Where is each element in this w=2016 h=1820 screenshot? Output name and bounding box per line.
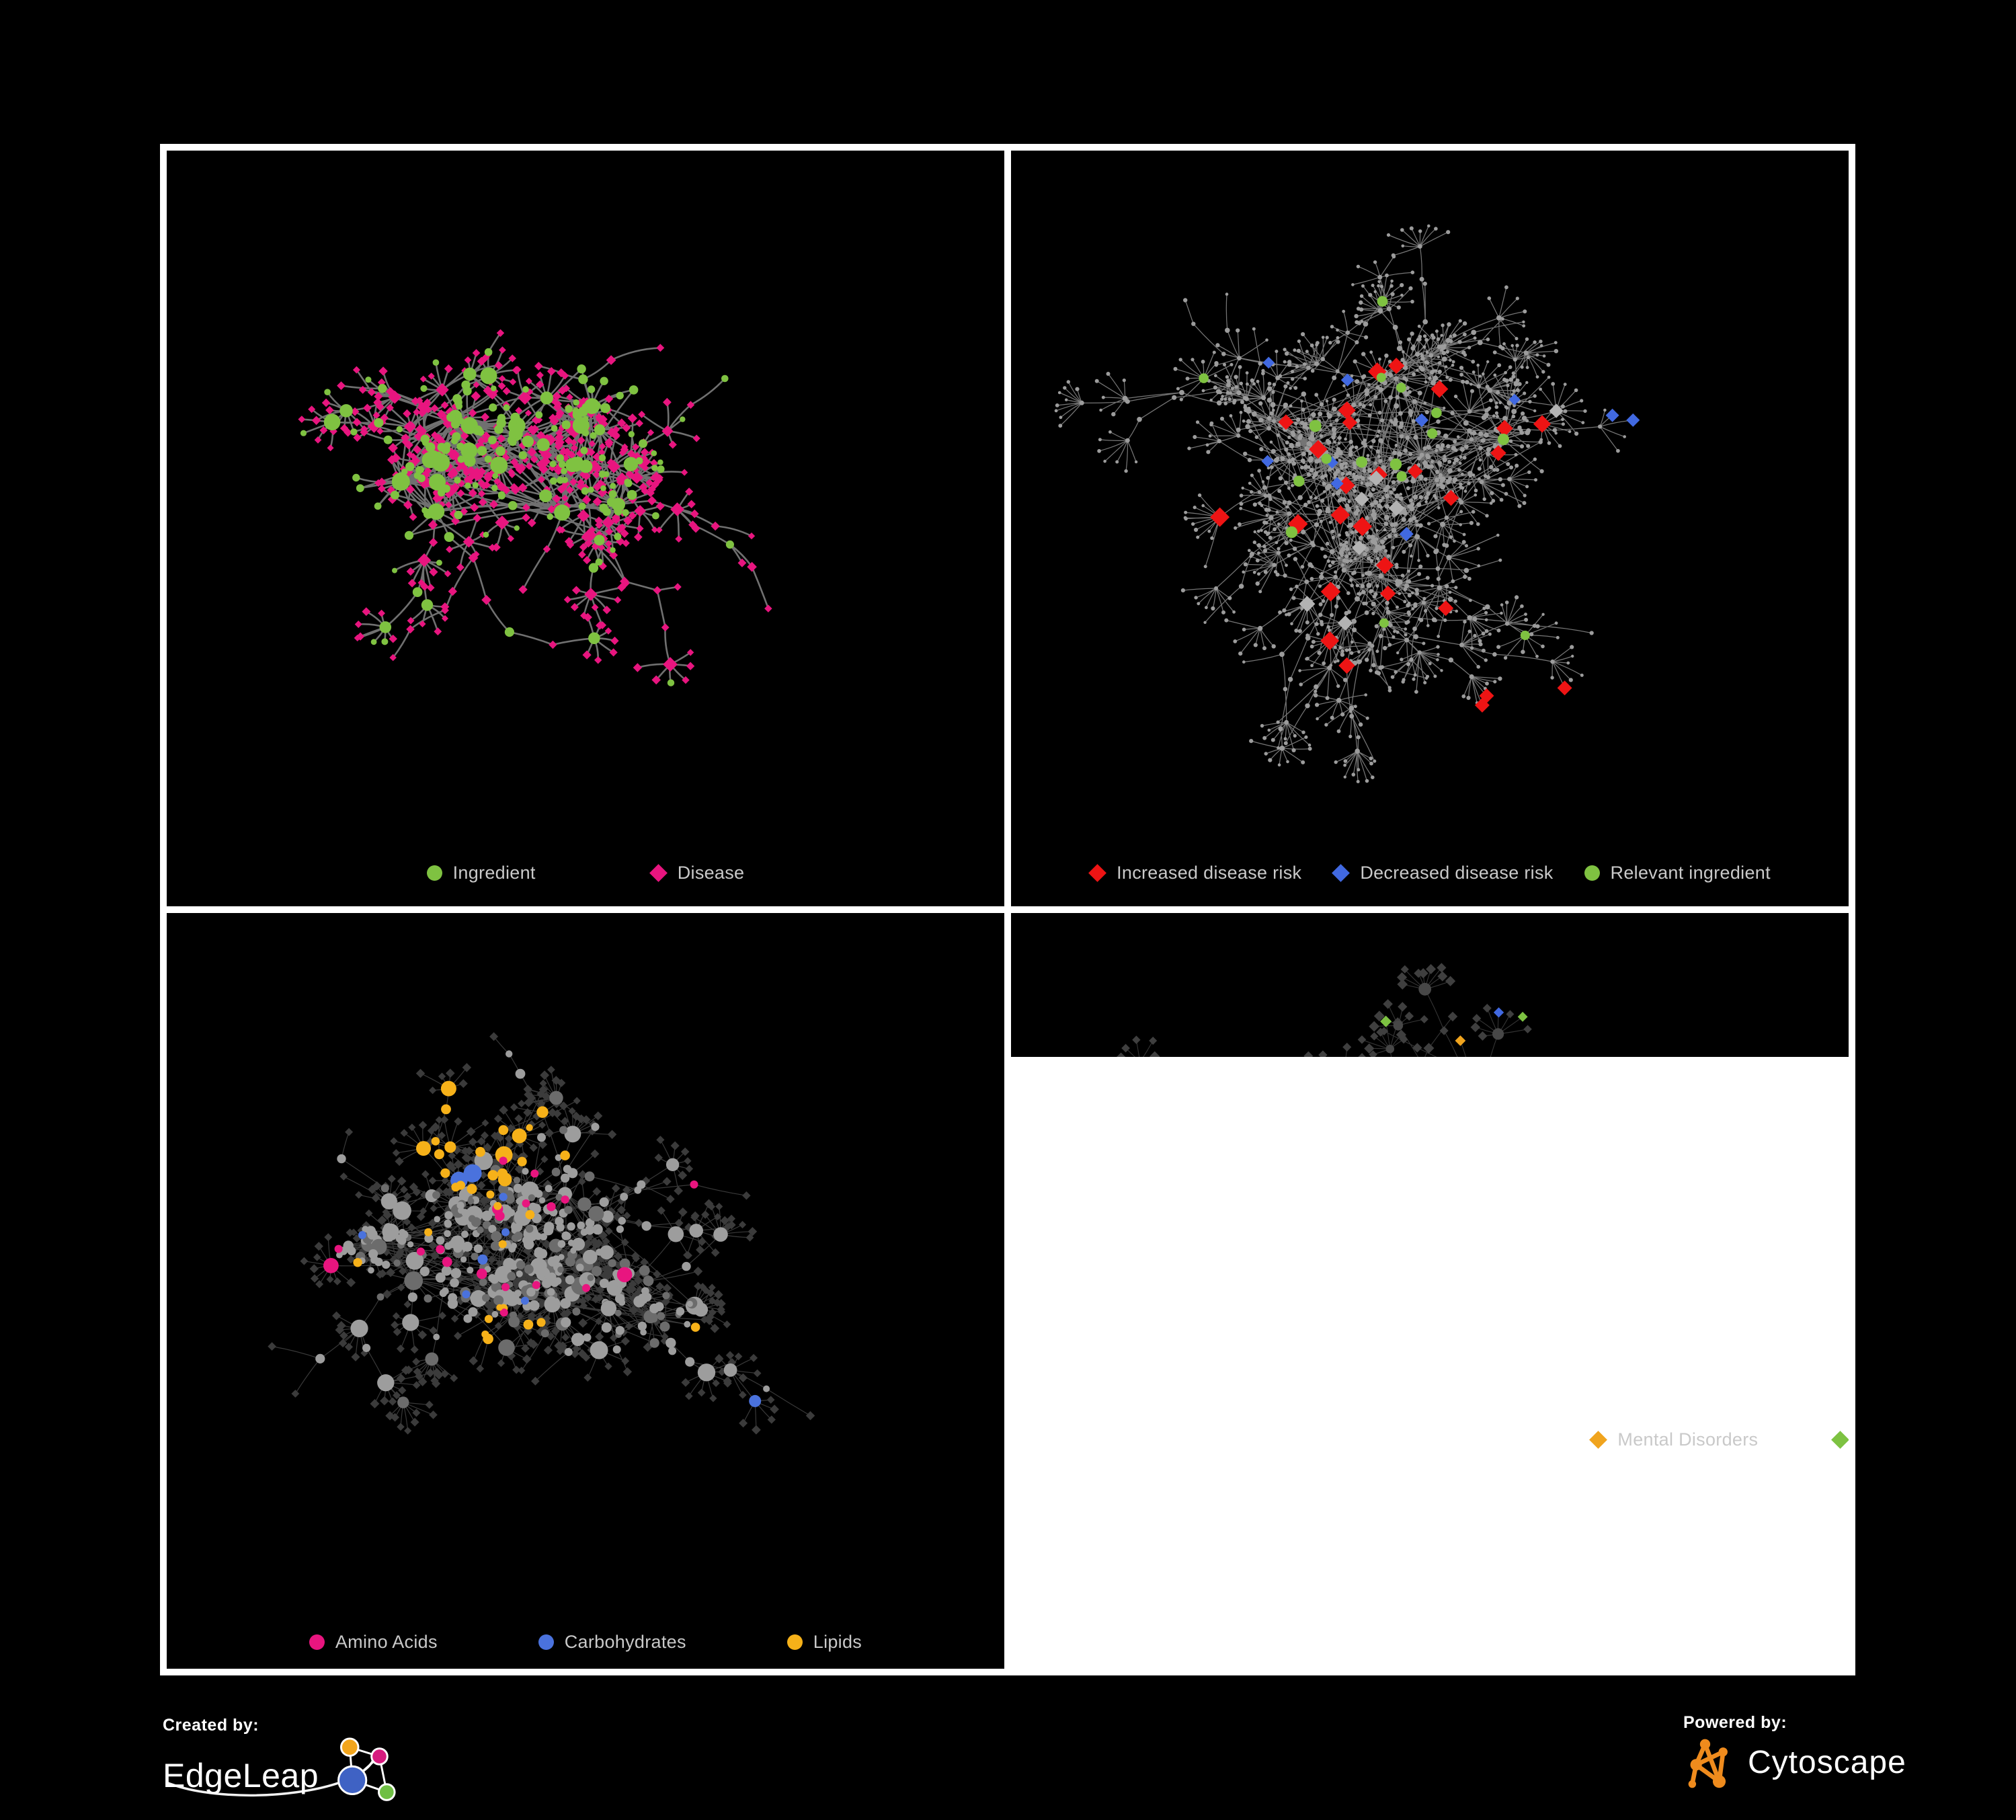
legend-item: Decreased disease risk <box>1332 863 1553 883</box>
legend-label: Relevant ingredient <box>1610 863 1771 883</box>
edgeleap-credit: Created by: EdgeLeap <box>163 1716 485 1817</box>
legend-item: Carbohydrates <box>538 1632 686 1653</box>
legend-label: Ingredient <box>452 863 536 883</box>
diamond-marker-icon <box>649 864 668 882</box>
legend-item: Mental Disorders <box>1589 1429 1759 1450</box>
legend-item: Increased disease risk <box>1088 863 1302 883</box>
cytoscape-wordmark: Cytoscape <box>1748 1745 1906 1780</box>
panel-ingredient-disease: Ingredient Disease <box>167 151 1004 906</box>
powered-by-label: Powered by: <box>1683 1713 1787 1732</box>
edgeleap-wordmark: EdgeLeap <box>163 1757 319 1794</box>
legend-item: Lipids <box>787 1632 862 1653</box>
legend-item: Disease <box>649 863 745 883</box>
legend-item: Relevant ingredient <box>1584 863 1771 883</box>
panel-macronutrients: Amino Acids Carbohydrates Lipids <box>167 913 1004 1669</box>
created-by-label: Created by: <box>163 1716 259 1735</box>
network-canvas-ingredient-disease <box>298 329 772 686</box>
legend-disease-categories: Mental DisordersImmune System DiseasesCa… <box>1011 1057 1849 1669</box>
legend-label: Decreased disease risk <box>1360 863 1554 883</box>
panel-grid: Ingredient Disease Increased disease risk… <box>160 144 1855 1675</box>
legend-ingredient-disease: Ingredient Disease <box>167 863 1004 883</box>
cytoscape-logo-icon <box>1688 1739 1728 1788</box>
circle-marker-icon <box>787 1634 803 1650</box>
diamond-marker-icon <box>1831 1431 1849 1449</box>
legend-label: Mental Disorders <box>1617 1429 1759 1450</box>
legend-label: Increased disease risk <box>1117 863 1302 883</box>
legend-label: Carbohydrates <box>564 1632 686 1652</box>
legend-item: Ingredient <box>426 863 536 883</box>
legend-item: Amino Acids <box>309 1632 438 1653</box>
edgeleap-logo-icon <box>337 1737 396 1801</box>
circle-marker-icon <box>309 1634 325 1650</box>
network-canvas-macronutrients <box>268 1032 815 1435</box>
legend-item: Immune System Diseases <box>1831 1429 1849 1450</box>
panel-disease-risk: Increased disease risk Decreased disease … <box>1011 151 1849 906</box>
circle-marker-icon <box>426 865 442 881</box>
legend-label: Lipids <box>813 1632 862 1652</box>
diamond-marker-icon <box>1088 864 1107 882</box>
cytoscape-credit: Powered by: Cytoscape <box>1683 1713 1966 1792</box>
circle-marker-icon <box>1584 865 1600 881</box>
legend-label: Disease <box>677 863 745 883</box>
network-canvas-disease-risk <box>1054 224 1640 783</box>
legend-macronutrients: Amino Acids Carbohydrates Lipids <box>167 1632 1004 1653</box>
panel-disease-categories: Mental DisordersImmune System DiseasesCa… <box>1011 913 1849 1669</box>
legend-label: Amino Acids <box>335 1632 438 1652</box>
diamond-marker-icon <box>1332 864 1350 882</box>
diamond-marker-icon <box>1589 1431 1608 1449</box>
circle-marker-icon <box>538 1634 554 1650</box>
legend-disease-risk: Increased disease risk Decreased disease … <box>1011 863 1849 883</box>
